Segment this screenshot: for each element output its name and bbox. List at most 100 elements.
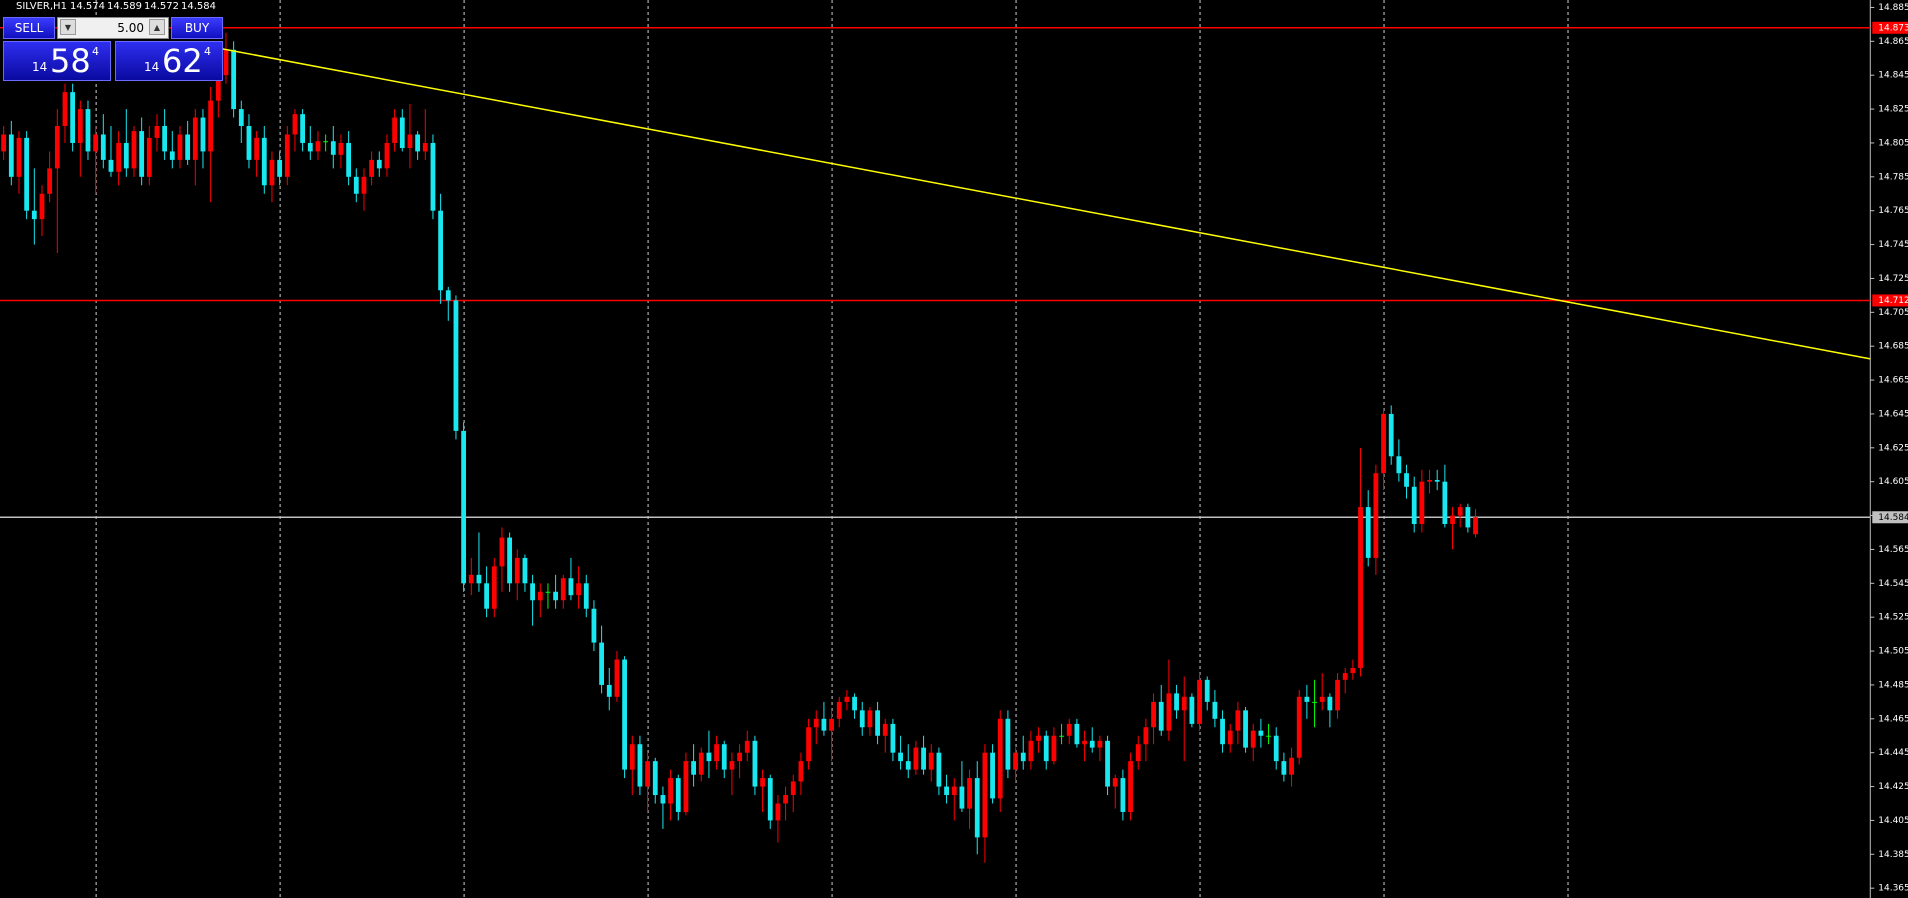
volume-input[interactable]: 5.00 [57, 17, 169, 39]
candle-body [698, 752, 704, 775]
y-tick-label: 14.445 [1878, 748, 1908, 758]
volume-down[interactable]: ▼ [60, 19, 76, 35]
candle-body [100, 134, 106, 160]
y-tick-label: 14.745 [1878, 240, 1908, 250]
candle-body [307, 142, 313, 152]
candle-body [721, 744, 727, 770]
candle-body [200, 117, 206, 152]
candle-body [1, 134, 7, 152]
candle-body [982, 752, 988, 838]
candle-body [361, 176, 367, 194]
candle-body [1457, 507, 1463, 516]
candle-body [246, 126, 252, 160]
candle-body [185, 134, 191, 160]
y-tick-label: 14.865 [1878, 37, 1908, 47]
candle-body [522, 557, 528, 584]
candle-body [1411, 486, 1417, 525]
bid-price[interactable]: 14 58 4 [3, 41, 111, 81]
candle-body [645, 761, 651, 787]
candle-body [346, 142, 352, 177]
candle-body [507, 537, 513, 584]
candle-body [1281, 761, 1287, 775]
y-tick-label: 14.505 [1878, 647, 1908, 657]
candle-body [583, 583, 589, 609]
candle-body [668, 778, 673, 804]
y-tick-label: 14.845 [1878, 71, 1908, 81]
candle-body [913, 747, 919, 770]
candle-body [108, 159, 114, 172]
candle-body [967, 778, 972, 809]
candle-body [1227, 730, 1233, 745]
candle-body [783, 795, 788, 804]
candle-body [39, 193, 45, 220]
candle-body [1450, 515, 1455, 525]
candle-body [944, 786, 949, 796]
candle-body [1434, 479, 1440, 482]
candle-body [614, 659, 620, 697]
candle-body [1312, 701, 1317, 703]
candle-body [1381, 413, 1386, 474]
candle-body [192, 117, 198, 160]
candle-body [499, 537, 505, 567]
candle-body [1335, 679, 1340, 711]
trendline [218, 47, 1871, 360]
candle-body [545, 591, 551, 593]
sell-button[interactable]: SELL [3, 17, 55, 39]
candle-body [376, 159, 382, 169]
candle-body [445, 290, 451, 301]
candle-body [936, 752, 942, 787]
candle-body [430, 142, 436, 211]
y-tick-label: 14.365 [1878, 884, 1908, 894]
ohlc-open: 14.574 [70, 1, 105, 12]
y-tick-label: 14.425 [1878, 782, 1908, 792]
price-label-box [1872, 294, 1908, 307]
candle-body [24, 137, 30, 211]
candle-body [16, 137, 22, 177]
candle-body [1373, 473, 1379, 558]
candle-body [169, 151, 175, 160]
y-tick-label: 14.725 [1878, 274, 1908, 284]
candle-body [1204, 679, 1210, 702]
candle-body [798, 761, 804, 782]
candle-body [775, 803, 781, 821]
candle-body [1350, 667, 1356, 674]
buy-button[interactable]: BUY [171, 17, 223, 39]
candle-body [453, 300, 459, 431]
candle-body [675, 778, 681, 812]
candle-body [1365, 507, 1371, 558]
ask-price[interactable]: 14 62 4 [115, 41, 223, 81]
candle-body [1105, 740, 1110, 787]
candle-body [116, 142, 122, 172]
y-tick-label: 14.465 [1878, 714, 1908, 724]
candle-body [123, 142, 129, 169]
candle-body [890, 723, 896, 753]
ohlc-close: 14.584 [181, 1, 216, 12]
ask-pips: 62 [162, 42, 203, 80]
candle-body [1465, 507, 1471, 528]
candle-body [752, 740, 758, 787]
candle-body [1082, 740, 1087, 745]
candle-body [905, 761, 911, 770]
candle-body [300, 114, 306, 143]
trade-panel: SELL 5.00 ▼ ▲ BUY 14 58 4 14 62 4 [3, 17, 223, 81]
candle-body [422, 142, 428, 152]
candle-body [1442, 481, 1448, 525]
candle-body [806, 727, 811, 762]
candle-body [369, 159, 375, 177]
candle-body [1043, 735, 1049, 762]
candle-body [139, 131, 145, 177]
candle-body [714, 744, 719, 762]
candle-body [560, 578, 566, 601]
candle-body [330, 141, 336, 155]
candle-body [1419, 481, 1425, 525]
candle-body [599, 642, 605, 685]
candle-body [177, 134, 183, 160]
ohlc-low: 14.572 [144, 1, 179, 12]
candle-body [537, 591, 543, 601]
volume-up[interactable]: ▲ [149, 19, 165, 35]
candle-body [875, 710, 880, 736]
candle-body [208, 100, 214, 152]
candle-body [1289, 757, 1294, 775]
candle-body [1212, 701, 1218, 719]
